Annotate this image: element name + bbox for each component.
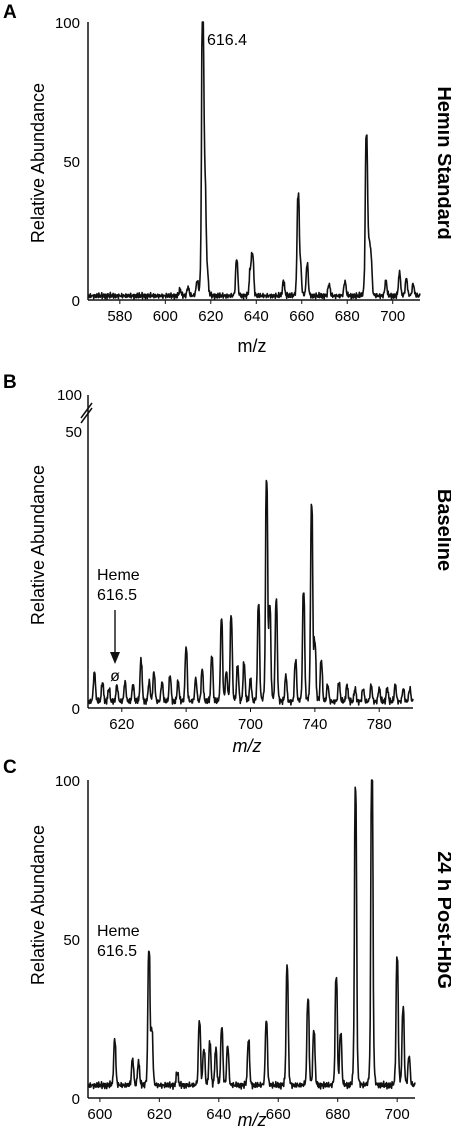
panel-c: C 24 h Post-HbG Relative Abundance m/z 6…	[3, 757, 451, 1130]
panel-a-ticks: 580 600 620 640 660 680 700 0 50 100	[55, 15, 405, 325]
x-tick-label: 700	[380, 308, 405, 325]
x-tick-label: 780	[367, 716, 392, 733]
y-tick-label: 50	[63, 154, 80, 171]
panel-b-break-tick-label: 50	[65, 424, 82, 441]
panel-b-ylabel: Relative Abundance	[28, 465, 48, 625]
x-tick-label: 660	[289, 308, 314, 325]
panel-a-axes	[87, 22, 420, 301]
panel-c-heme-label: Heme 616.5	[97, 923, 144, 960]
panel-c-spectrum-line	[87, 779, 416, 1090]
x-tick-label: 640	[244, 308, 269, 325]
panel-c-axes	[87, 780, 415, 1099]
no-peak-symbol: ø	[110, 668, 120, 685]
panel-b-xlabel: m/z	[233, 736, 262, 756]
panel-c-ylabel: Relative Abundance	[28, 825, 48, 985]
x-tick-label: 700	[238, 716, 263, 733]
y-tick-label: 0	[72, 293, 80, 310]
panel-c-letter: C	[3, 757, 17, 778]
y-tick-label: 0	[72, 1091, 80, 1108]
x-tick-label: 620	[198, 308, 223, 325]
panel-b-ticks: 620 660 700 740 780 0	[72, 701, 392, 733]
panel-a-ylabel: Relative Abundance	[28, 83, 48, 243]
panel-b-break-tick-label: 100	[57, 387, 82, 404]
y-tick-label: 100	[55, 773, 80, 790]
panel-b-heme-label: Heme 616.5	[97, 567, 144, 604]
y-tick-label: 50	[63, 932, 80, 949]
y-tick-label: 0	[72, 701, 80, 718]
x-tick-label: 600	[153, 308, 178, 325]
heme-arrow-head	[110, 652, 120, 664]
panel-c-ticks: 600 620 640 660 680 700 0 50 100	[55, 773, 410, 1123]
panel-b-letter: B	[3, 372, 17, 393]
panel-a: A Hemin Standard Relative Abundance m/z …	[3, 2, 451, 356]
y-tick-label: 100	[55, 15, 80, 32]
x-tick-label: 580	[107, 308, 132, 325]
panel-c-xlabel: m/z	[238, 1110, 267, 1130]
x-tick-label: 680	[335, 308, 360, 325]
axis-break-mark	[80, 402, 93, 424]
panel-c-side-title: 24 h Post-HbG	[433, 851, 451, 989]
panel-b-axes	[87, 395, 413, 709]
x-tick-label: 600	[87, 1106, 112, 1123]
panel-b: B Baseline Relative Abundance m/z 620 660…	[3, 372, 451, 756]
panel-b-side-title: Baseline	[433, 489, 451, 571]
x-tick-label: 640	[206, 1106, 231, 1123]
x-tick-label: 620	[109, 716, 134, 733]
x-tick-label: 740	[302, 716, 327, 733]
x-tick-label: 660	[174, 716, 199, 733]
x-tick-label: 700	[385, 1106, 410, 1123]
panel-a-xlabel: m/z	[238, 336, 267, 356]
panel-a-letter: A	[3, 2, 17, 23]
x-tick-label: 620	[147, 1106, 172, 1123]
panel-a-peak-label: 616.4	[207, 32, 247, 49]
x-tick-label: 660	[266, 1106, 291, 1123]
panel-b-spectrum-line	[87, 479, 414, 706]
x-tick-label: 680	[325, 1106, 350, 1123]
panel-a-spectrum-line	[87, 21, 421, 300]
panel-a-side-title: Hemin Standard	[433, 86, 451, 239]
